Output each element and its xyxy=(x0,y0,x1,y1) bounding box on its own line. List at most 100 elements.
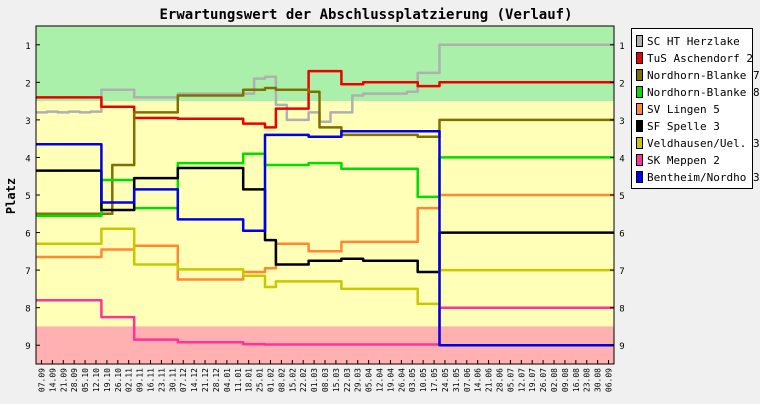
x-tick-label-16: 28.12 xyxy=(212,368,221,392)
legend-item-5: SV Lingen 5 xyxy=(636,101,720,117)
legend-item-4: Nordhorn-Blanke 8 xyxy=(636,84,760,100)
x-tick-label-13: 07.12 xyxy=(179,368,188,392)
y-tick-label-right-9: 9 xyxy=(619,342,624,352)
y-tick-label-left-7: 7 xyxy=(25,267,30,277)
x-tick-label-30: 05.04 xyxy=(365,368,374,392)
x-tick-label-12: 30.11 xyxy=(168,368,177,392)
x-tick-label-14: 14.12 xyxy=(190,368,199,392)
legend-label: Bentheim/Nordho 3 xyxy=(647,170,760,184)
y-tick-label-left-4: 4 xyxy=(25,154,30,164)
x-tick-label-26: 08.03 xyxy=(321,368,330,392)
x-axis-ticks: 07.09 14.09 21.09 28.09 05.10 12.10 19.10 26.10… xyxy=(38,360,614,392)
x-tick-label-45: 19.07 xyxy=(528,368,537,392)
legend-item-9: Bentheim/Nordho 3 xyxy=(636,169,760,185)
y-tick-label-right-5: 5 xyxy=(619,192,624,202)
x-tick-label-3: 28.09 xyxy=(70,368,79,392)
x-tick-label-29: 29.03 xyxy=(354,368,363,392)
zone-band-2 xyxy=(36,101,614,327)
y-tick-label-left-6: 6 xyxy=(25,230,30,240)
x-tick-label-41: 21.06 xyxy=(485,368,494,392)
y-axis-label: Platz xyxy=(4,178,18,214)
x-tick-label-2: 21.09 xyxy=(59,368,68,392)
series-line-8 xyxy=(36,298,614,346)
series-line-3 xyxy=(36,86,614,216)
legend-swatch xyxy=(636,171,643,183)
x-tick-label-38: 31.05 xyxy=(452,368,461,392)
x-tick-label-27: 15.03 xyxy=(332,368,341,392)
x-tick-label-25: 01.03 xyxy=(310,368,319,392)
x-tick-label-49: 16.08 xyxy=(572,368,581,392)
x-tick-label-31: 12.04 xyxy=(376,368,385,392)
y-tick-label-right-3: 3 xyxy=(619,117,624,127)
legend-swatch xyxy=(636,52,643,64)
legend-label: SK Meppen 2 xyxy=(647,153,720,167)
x-tick-label-37: 24.05 xyxy=(441,368,450,392)
x-tick-label-17: 04.01 xyxy=(223,368,232,392)
x-tick-label-43: 05.07 xyxy=(506,368,515,392)
x-tick-label-36: 17.05 xyxy=(430,368,439,392)
x-tick-label-51: 30.08 xyxy=(594,368,603,392)
legend-swatch xyxy=(636,35,643,47)
legend-swatch xyxy=(636,120,643,132)
legend-swatch xyxy=(636,69,643,81)
x-tick-label-1: 14.09 xyxy=(48,368,57,392)
legend-swatch xyxy=(636,137,643,149)
legend-swatch xyxy=(636,154,643,166)
legend-label: SV Lingen 5 xyxy=(647,102,720,116)
y-tick-label-right-8: 8 xyxy=(619,305,624,315)
x-tick-label-8: 02.11 xyxy=(125,368,134,392)
legend-item-8: SK Meppen 2 xyxy=(636,152,720,168)
legend-label: SC HT Herzlake xyxy=(647,34,740,48)
x-tick-label-50: 23.08 xyxy=(583,368,592,392)
x-tick-label-40: 14.06 xyxy=(474,368,483,392)
x-tick-label-42: 28.06 xyxy=(496,368,505,392)
x-tick-label-33: 26.04 xyxy=(397,368,406,392)
x-tick-label-6: 19.10 xyxy=(103,368,112,392)
legend: SC HT Herzlake TuS Aschendorf 2 Nordhorn-B… xyxy=(631,28,760,189)
x-tick-label-35: 10.05 xyxy=(419,368,428,392)
y-tick-label-right-4: 4 xyxy=(619,154,624,164)
series-line-9 xyxy=(36,129,614,347)
x-tick-label-44: 12.07 xyxy=(517,368,526,392)
series-line-1 xyxy=(36,43,614,124)
zones xyxy=(36,26,614,364)
x-tick-label-18: 11.01 xyxy=(234,368,243,392)
x-tick-label-4: 05.10 xyxy=(81,368,90,392)
x-tick-label-52: 06.09 xyxy=(605,368,614,392)
y-tick-label-left-9: 9 xyxy=(25,342,30,352)
x-tick-label-20: 25.01 xyxy=(256,368,265,392)
y-tick-label-left-1: 1 xyxy=(25,42,30,52)
legend-label: TuS Aschendorf 2 xyxy=(647,51,753,65)
x-tick-label-32: 19.04 xyxy=(386,368,395,392)
legend-item-3: Nordhorn-Blanke 7 xyxy=(636,67,760,83)
legend-label: Nordhorn-Blanke 8 xyxy=(647,85,760,99)
y-tick-label-left-2: 2 xyxy=(25,79,30,89)
x-tick-label-24: 22.02 xyxy=(299,368,308,392)
x-tick-label-9: 09.11 xyxy=(136,368,145,392)
series-lines xyxy=(36,43,614,347)
x-tick-label-19: 18.01 xyxy=(245,368,254,392)
y-axis-ticks: 1 1 2 2 3 3 4 4 5 5 6 6 7 7 8 8 9 9 xyxy=(25,42,624,352)
y-tick-label-right-6: 6 xyxy=(619,230,624,240)
x-tick-label-47: 02.08 xyxy=(550,368,559,392)
y-tick-label-left-5: 5 xyxy=(25,192,30,202)
x-tick-label-7: 26.10 xyxy=(114,368,123,392)
x-tick-label-0: 07.09 xyxy=(38,368,47,392)
legend-label: Nordhorn-Blanke 7 xyxy=(647,68,760,82)
x-tick-label-48: 09.08 xyxy=(561,368,570,392)
y-tick-label-right-2: 2 xyxy=(619,79,624,89)
legend-item-2: TuS Aschendorf 2 xyxy=(636,50,753,66)
x-tick-label-39: 07.06 xyxy=(463,368,472,392)
legend-item-6: SF Spelle 3 xyxy=(636,118,720,134)
legend-swatch xyxy=(636,86,643,98)
legend-swatch xyxy=(636,103,643,115)
legend-item-7: Veldhausen/Uel. 3 xyxy=(636,135,760,151)
y-tick-label-right-1: 1 xyxy=(619,42,624,52)
chart-title: Erwartungswert der Abschlussplatzierung … xyxy=(159,7,572,23)
x-tick-label-46: 26.07 xyxy=(539,368,548,392)
x-tick-label-28: 22.03 xyxy=(343,368,352,392)
x-tick-label-5: 12.10 xyxy=(92,368,101,392)
x-tick-label-22: 08.02 xyxy=(277,368,286,392)
